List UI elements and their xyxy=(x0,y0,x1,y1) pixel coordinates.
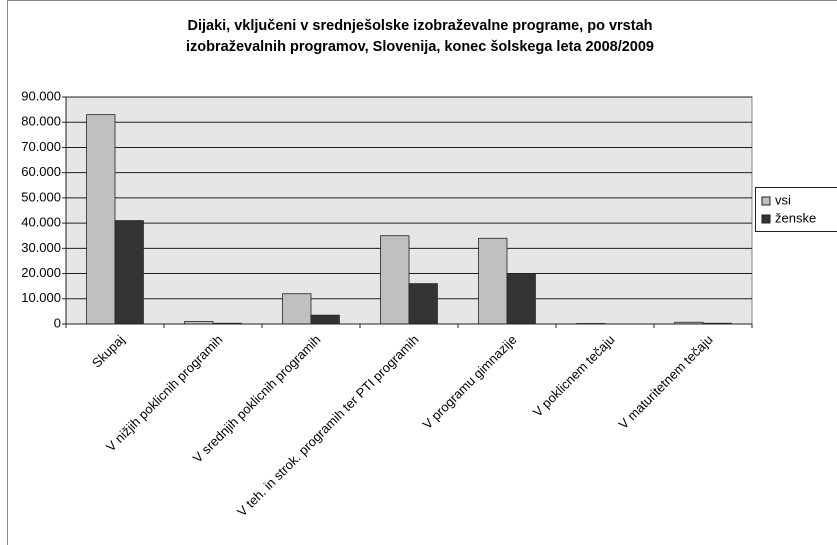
y-tick-label: 0 xyxy=(54,315,61,330)
bar xyxy=(506,273,536,325)
legend-label: ženske xyxy=(775,210,816,225)
legend-swatch xyxy=(761,214,771,224)
legend-label: vsi xyxy=(775,192,791,207)
y-tick-label: 90.000 xyxy=(21,88,61,103)
chart-title: Dijaki, vključeni v srednješolske izobra… xyxy=(188,18,653,34)
legend-swatch xyxy=(761,196,771,206)
y-tick-label: 10.000 xyxy=(21,290,61,305)
legend-box xyxy=(755,187,837,232)
y-tick-label: 40.000 xyxy=(21,215,61,230)
y-tick-label: 70.000 xyxy=(21,139,61,154)
y-tick-label: 30.000 xyxy=(21,240,61,255)
y-tick-label: 80.000 xyxy=(21,114,61,129)
bar xyxy=(380,235,410,325)
bar xyxy=(408,283,438,325)
y-tick-label: 20.000 xyxy=(21,265,61,280)
y-tick-label: 60.000 xyxy=(21,164,61,179)
bar xyxy=(114,220,144,325)
bar xyxy=(86,114,116,325)
bar xyxy=(282,293,312,325)
bar xyxy=(310,314,340,325)
y-tick-label: 50.000 xyxy=(21,189,61,204)
chart-title: izobraževalnih programov, Slovenija, kon… xyxy=(186,39,654,55)
bar xyxy=(478,237,508,325)
